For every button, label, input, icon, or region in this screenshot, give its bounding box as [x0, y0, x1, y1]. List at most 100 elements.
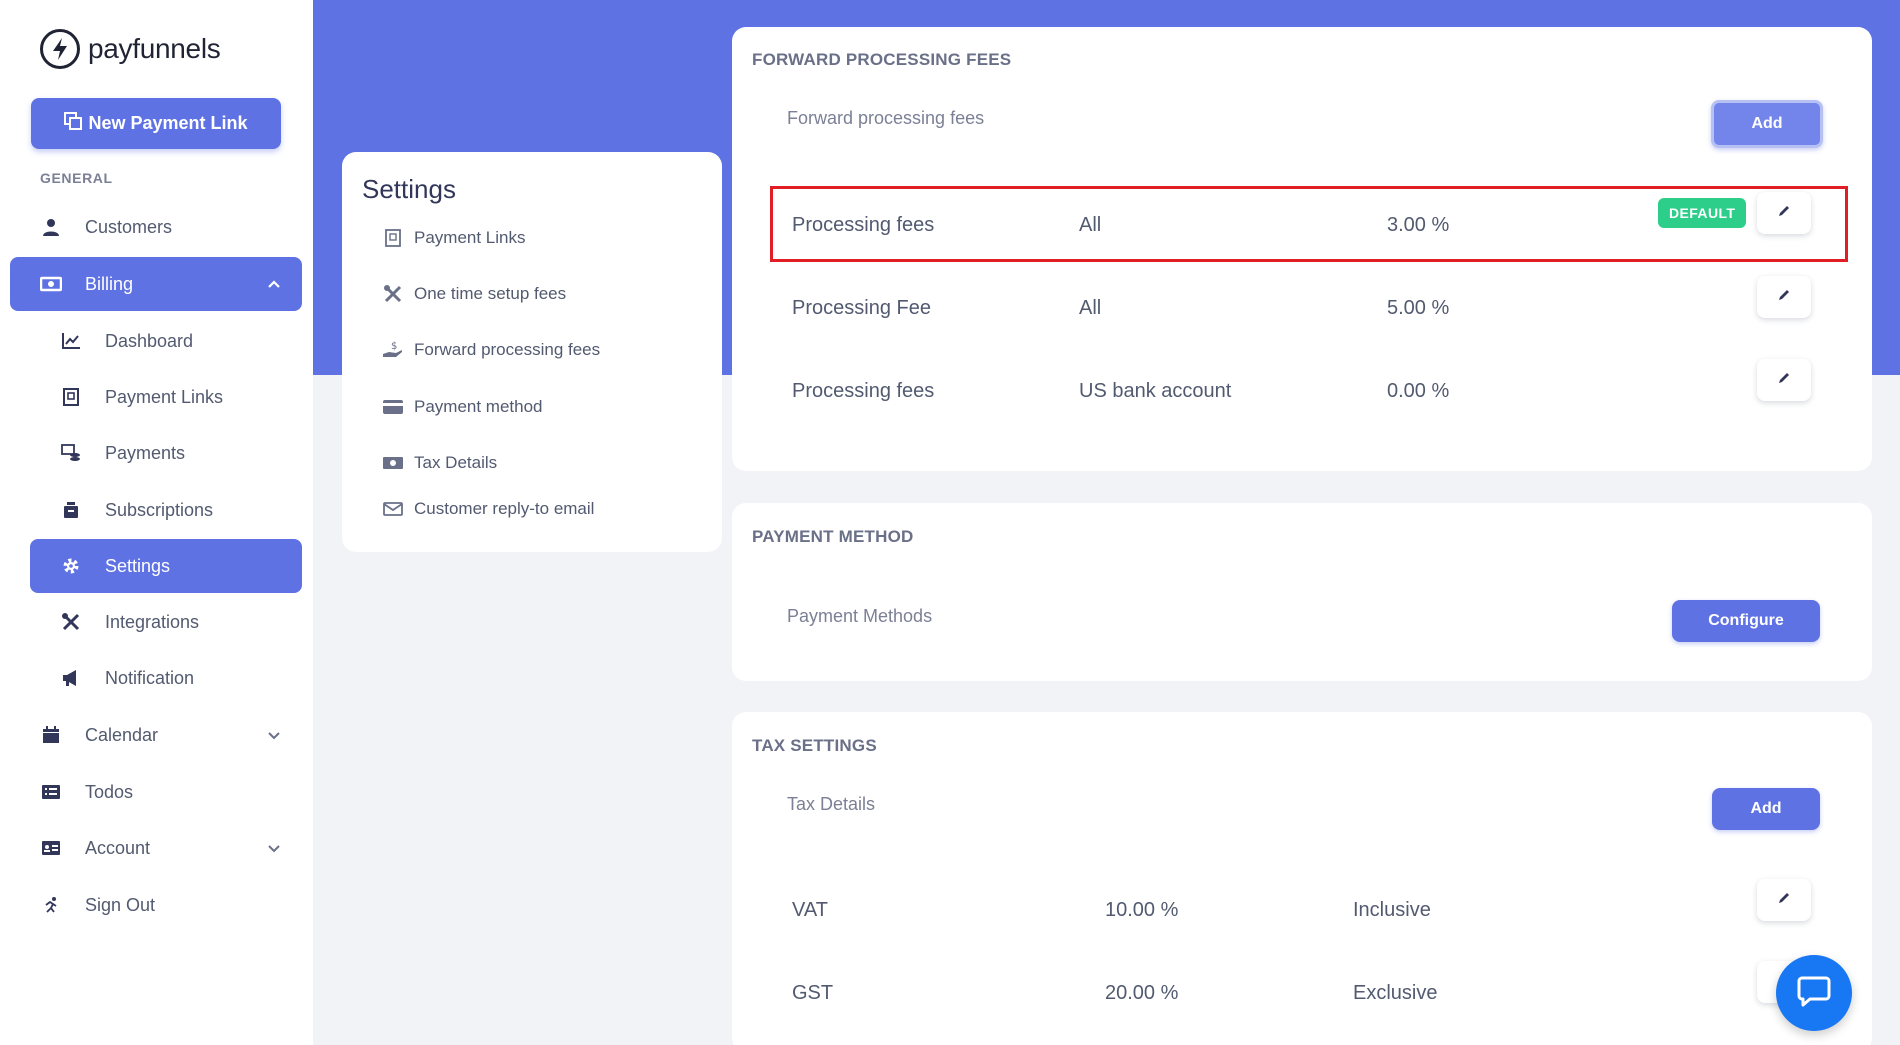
section-subtitle: Payment Methods	[787, 606, 933, 626]
table-row: Processing fees All 3.00 % DEFAULT	[732, 192, 1872, 255]
default-badge: DEFAULT	[1658, 198, 1747, 228]
lightning-icon	[40, 29, 80, 69]
edit-button[interactable]	[1757, 359, 1811, 401]
tax-type: Inclusive	[1353, 898, 1431, 921]
table-row: Processing Fee All 5.00 %	[732, 276, 1872, 338]
table-row: VAT 10.00 % Inclusive	[732, 879, 1872, 940]
sidebar-item-integrations[interactable]: Integrations	[30, 595, 302, 649]
highlight-box	[770, 186, 1848, 262]
settings-link-label: Tax Details	[414, 453, 498, 472]
add-fee-button[interactable]: Add	[1711, 100, 1823, 148]
sidebar: payfunnels New Payment Link GENERAL Cust…	[0, 0, 313, 1045]
configure-button[interactable]: Configure	[1672, 600, 1820, 642]
new-link-label: New Payment Link	[88, 113, 248, 133]
tax-settings-card: TAX SETTINGS Tax Details Add VAT 10.00 %…	[732, 712, 1872, 1045]
sidebar-item-label: Account	[85, 837, 151, 858]
money-icon	[40, 273, 62, 295]
sidebar-item-account[interactable]: Account	[10, 821, 302, 875]
sidebar-item-customers[interactable]: Customers	[10, 200, 302, 254]
sidebar-item-label: Settings	[105, 555, 171, 576]
settings-title: Settings	[362, 174, 456, 204]
brand-logo[interactable]: payfunnels	[40, 29, 221, 69]
sidebar-item-label: Billing	[85, 273, 134, 294]
receipt-icon	[60, 386, 82, 408]
tools-icon	[60, 611, 82, 633]
settings-link-payment-links[interactable]: Payment Links	[382, 227, 526, 249]
tax-name: GST	[792, 981, 834, 1004]
list-icon	[40, 781, 62, 803]
coins-icon	[60, 442, 82, 464]
fee-scope: US bank account	[1079, 379, 1232, 402]
fee-scope: All	[1079, 296, 1102, 319]
sidebar-item-label: Payment Links	[105, 386, 224, 407]
settings-link-label: Forward processing fees	[414, 340, 601, 359]
chat-launcher-button[interactable]	[1776, 955, 1852, 1031]
chat-bubble-icon	[1796, 974, 1832, 1013]
new-link-icon	[64, 112, 83, 135]
sidebar-item-label: Todos	[85, 781, 134, 802]
id-card-icon	[40, 837, 62, 859]
sidebar-item-label: Sign Out	[85, 894, 156, 915]
envelope-icon	[382, 498, 404, 520]
tools-icon	[382, 283, 404, 305]
chevron-down-icon[interactable]	[264, 838, 284, 858]
user-icon	[40, 216, 62, 238]
sidebar-item-notification[interactable]: Notification	[30, 651, 302, 705]
settings-link-tax-details[interactable]: Tax Details	[382, 452, 497, 474]
chevron-up-icon[interactable]	[264, 274, 284, 294]
sidebar-item-label: Calendar	[85, 724, 159, 745]
sidebar-item-payment-links[interactable]: Payment Links	[30, 370, 302, 424]
section-title: TAX SETTINGS	[752, 736, 877, 755]
sidebar-item-dashboard[interactable]: Dashboard	[30, 314, 302, 368]
sidebar-item-calendar[interactable]: Calendar	[10, 708, 302, 762]
add-tax-button[interactable]: Add	[1712, 788, 1820, 830]
archive-icon	[60, 499, 82, 521]
settings-link-label: Customer reply-to email	[414, 499, 595, 518]
svg-text:$: $	[391, 341, 397, 352]
sidebar-item-label: Subscriptions	[105, 499, 214, 520]
sidebar-item-label: Payments	[105, 442, 186, 463]
edit-button[interactable]	[1757, 276, 1811, 318]
section-title: FORWARD PROCESSING FEES	[752, 50, 1012, 69]
sidebar-item-billing[interactable]: Billing	[10, 257, 302, 311]
table-row: Processing fees US bank account 0.00 %	[732, 359, 1872, 421]
megaphone-icon	[60, 667, 82, 689]
tax-rate: 10.00 %	[1105, 898, 1179, 921]
section-title: PAYMENT METHOD	[752, 527, 914, 546]
settings-link-customer-reply-to-email[interactable]: Customer reply-to email	[382, 498, 594, 520]
brand-name: payfunnels	[88, 33, 221, 64]
sidebar-item-subscriptions[interactable]: Subscriptions	[30, 483, 302, 537]
sidebar-item-label: Dashboard	[105, 330, 194, 351]
tax-name: VAT	[792, 898, 828, 921]
fee-scope: All	[1079, 213, 1102, 236]
sidebar-item-settings[interactable]: Settings	[30, 539, 302, 593]
fee-name: Processing Fee	[792, 296, 931, 319]
edit-button[interactable]	[1757, 192, 1811, 234]
settings-menu: Settings Payment Links One time setup fe…	[342, 152, 722, 552]
receipt-icon	[382, 227, 404, 249]
fee-rate: 3.00 %	[1387, 213, 1450, 236]
settings-link-forward-processing-fees[interactable]: $ Forward processing fees	[382, 339, 600, 361]
sidebar-item-todos[interactable]: Todos	[10, 765, 302, 819]
fee-rate: 5.00 %	[1387, 296, 1450, 319]
sidebar-item-label: Notification	[105, 667, 195, 688]
new-payment-link-button[interactable]: New Payment Link	[31, 98, 281, 149]
chevron-down-icon[interactable]	[264, 725, 284, 745]
edit-button[interactable]	[1757, 879, 1811, 921]
section-label-general: GENERAL	[40, 170, 113, 186]
pencil-icon	[1777, 288, 1791, 307]
calendar-icon	[40, 724, 62, 746]
pencil-icon	[1777, 371, 1791, 390]
tax-rate: 20.00 %	[1105, 981, 1179, 1004]
fee-rate: 0.00 %	[1387, 379, 1450, 402]
sidebar-item-label: Customers	[85, 216, 173, 237]
settings-link-one-time-setup-fees[interactable]: One time setup fees	[382, 283, 566, 305]
tax-type: Exclusive	[1353, 981, 1438, 1004]
running-person-icon	[40, 894, 62, 916]
sidebar-item-sign-out[interactable]: Sign Out	[10, 878, 302, 932]
settings-link-label: Payment Links	[414, 228, 526, 247]
gear-icon	[60, 555, 82, 577]
settings-link-payment-method[interactable]: Payment method	[382, 396, 543, 418]
sidebar-item-payments[interactable]: Payments	[30, 426, 302, 480]
chart-line-icon	[60, 330, 82, 352]
